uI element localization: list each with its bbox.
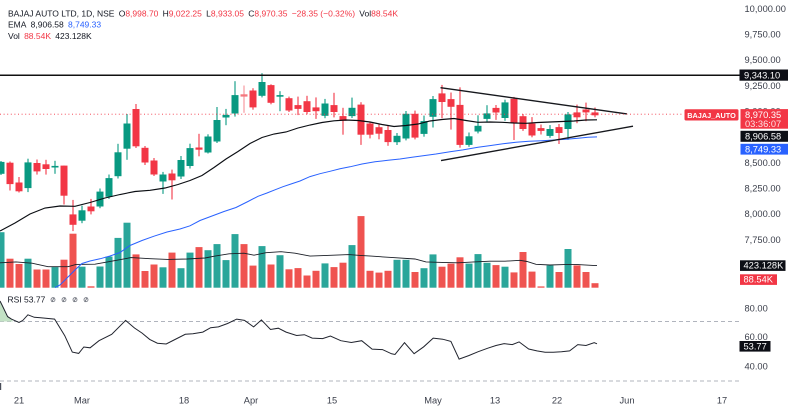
svg-text:Vol 88.54K 423.128K: Vol 88.54K 423.128K (8, 31, 92, 41)
svg-text:17: 17 (717, 396, 727, 406)
svg-text:60.00: 60.00 (745, 332, 768, 342)
svg-text:15: 15 (327, 396, 337, 406)
svg-text:03:36:07: 03:36:07 (745, 119, 781, 129)
svg-text:8,749.33: 8,749.33 (745, 144, 781, 154)
svg-text:88.54K: 88.54K (744, 275, 774, 285)
svg-text:RSI 53.77: RSI 53.77 (8, 295, 46, 305)
svg-text:40.00: 40.00 (745, 362, 768, 372)
svg-text:Mar: Mar (74, 396, 90, 406)
svg-text:Jun: Jun (620, 396, 635, 406)
svg-text:9,343.10: 9,343.10 (744, 70, 780, 80)
svg-text:8,500.00: 8,500.00 (745, 158, 781, 168)
svg-text:13: 13 (490, 396, 500, 406)
svg-text:BAJAJ AUTO LTD, 1D, NSE O8,998: BAJAJ AUTO LTD, 1D, NSE O8,998.70 H9,022… (8, 9, 398, 19)
svg-text:9,250.00: 9,250.00 (745, 81, 781, 91)
svg-text:8,250.00: 8,250.00 (745, 184, 781, 194)
svg-text:53.77: 53.77 (744, 341, 767, 351)
svg-text:21: 21 (14, 396, 24, 406)
svg-text:9,750.00: 9,750.00 (745, 30, 781, 40)
svg-text:9,500.00: 9,500.00 (745, 55, 781, 65)
svg-text:423.128K: 423.128K (744, 261, 785, 271)
svg-text:10,000.00: 10,000.00 (745, 4, 786, 14)
svg-text:18: 18 (179, 396, 189, 406)
svg-text:22: 22 (552, 396, 562, 406)
svg-text:8,000.00: 8,000.00 (745, 209, 781, 219)
svg-text:7,750.00: 7,750.00 (745, 235, 781, 245)
svg-text:BAJAJ_AUTO: BAJAJ_AUTO (687, 111, 736, 120)
svg-text:May: May (424, 396, 442, 406)
svg-text:EMA 8,906.58 8,749.33: EMA 8,906.58 8,749.33 (8, 20, 101, 30)
svg-text:Apr: Apr (244, 396, 258, 406)
svg-text:8,906.58: 8,906.58 (745, 132, 781, 142)
svg-text:80.00: 80.00 (745, 303, 768, 313)
